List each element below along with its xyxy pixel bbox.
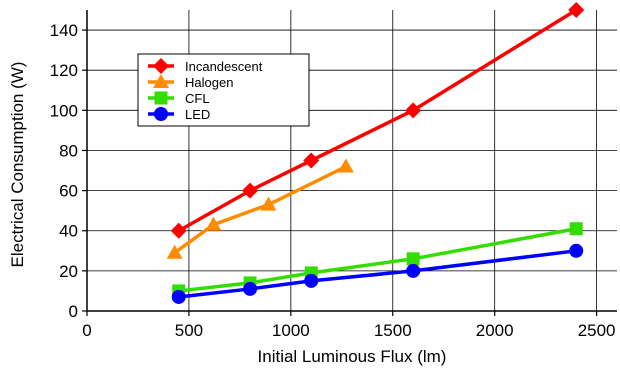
data-point-incandescent: [405, 102, 422, 119]
x-tick-label: 0: [82, 321, 91, 340]
legend-label-incandescent: Incandescent: [185, 59, 263, 74]
ticks: 0 500 1000 1500 2000 2500 0 20 40 60 80 100 120 140: [50, 21, 616, 340]
data-point-halogen: [260, 196, 277, 211]
x-tick-label: 2500: [578, 321, 616, 340]
x-tick-label: 1000: [272, 321, 310, 340]
data-point-incandescent: [303, 152, 320, 169]
data-point-led: [243, 281, 258, 296]
x-axis-title: Initial Luminous Flux (lm): [258, 347, 447, 366]
data-point-incandescent: [170, 222, 187, 239]
legend-label-cfl: CFL: [185, 91, 210, 106]
y-tick-label: 40: [59, 222, 78, 241]
legend-marker-halogen: [153, 74, 169, 88]
data-point-incandescent: [568, 2, 585, 18]
series-line-led: [178, 249, 577, 299]
y-tick-label: 80: [59, 141, 78, 160]
data-point-cfl: [406, 252, 420, 266]
legend-label-halogen: Halogen: [185, 75, 233, 90]
legend-marker-led: [154, 107, 168, 121]
y-tick-label: 140: [50, 21, 78, 40]
x-tick-label: 1500: [374, 321, 412, 340]
data-point-led: [171, 289, 186, 304]
y-tick-label: 120: [50, 61, 78, 80]
series-incandescent: [170, 2, 585, 239]
plot-frame: [86, 10, 617, 312]
y-tick-label: 20: [59, 262, 78, 281]
data-point-cfl: [569, 222, 583, 236]
data-point-led: [304, 273, 319, 288]
data-point-halogen: [166, 244, 183, 259]
legend-marker-incandescent: [153, 58, 169, 74]
series-cfl: [172, 222, 583, 298]
legend-marker-cfl: [154, 91, 168, 105]
data-point-led: [406, 263, 421, 278]
data-point-halogen: [337, 158, 354, 173]
y-axis-title: Electrical Consumption (W): [8, 62, 27, 268]
y-tick-label: 100: [50, 101, 78, 120]
x-tick-label: 500: [175, 321, 203, 340]
data-point-halogen: [205, 216, 222, 231]
data-point-incandescent: [242, 182, 259, 199]
legend-label-led: LED: [185, 107, 210, 122]
y-tick-label: 60: [59, 182, 78, 201]
data-point-led: [569, 243, 584, 258]
x-tick-label: 2000: [476, 321, 514, 340]
series-halogen: [166, 158, 354, 259]
series-led: [171, 243, 584, 304]
series-line-halogen: [173, 164, 347, 255]
y-tick-label: 0: [69, 302, 78, 321]
series-group: [166, 2, 585, 304]
